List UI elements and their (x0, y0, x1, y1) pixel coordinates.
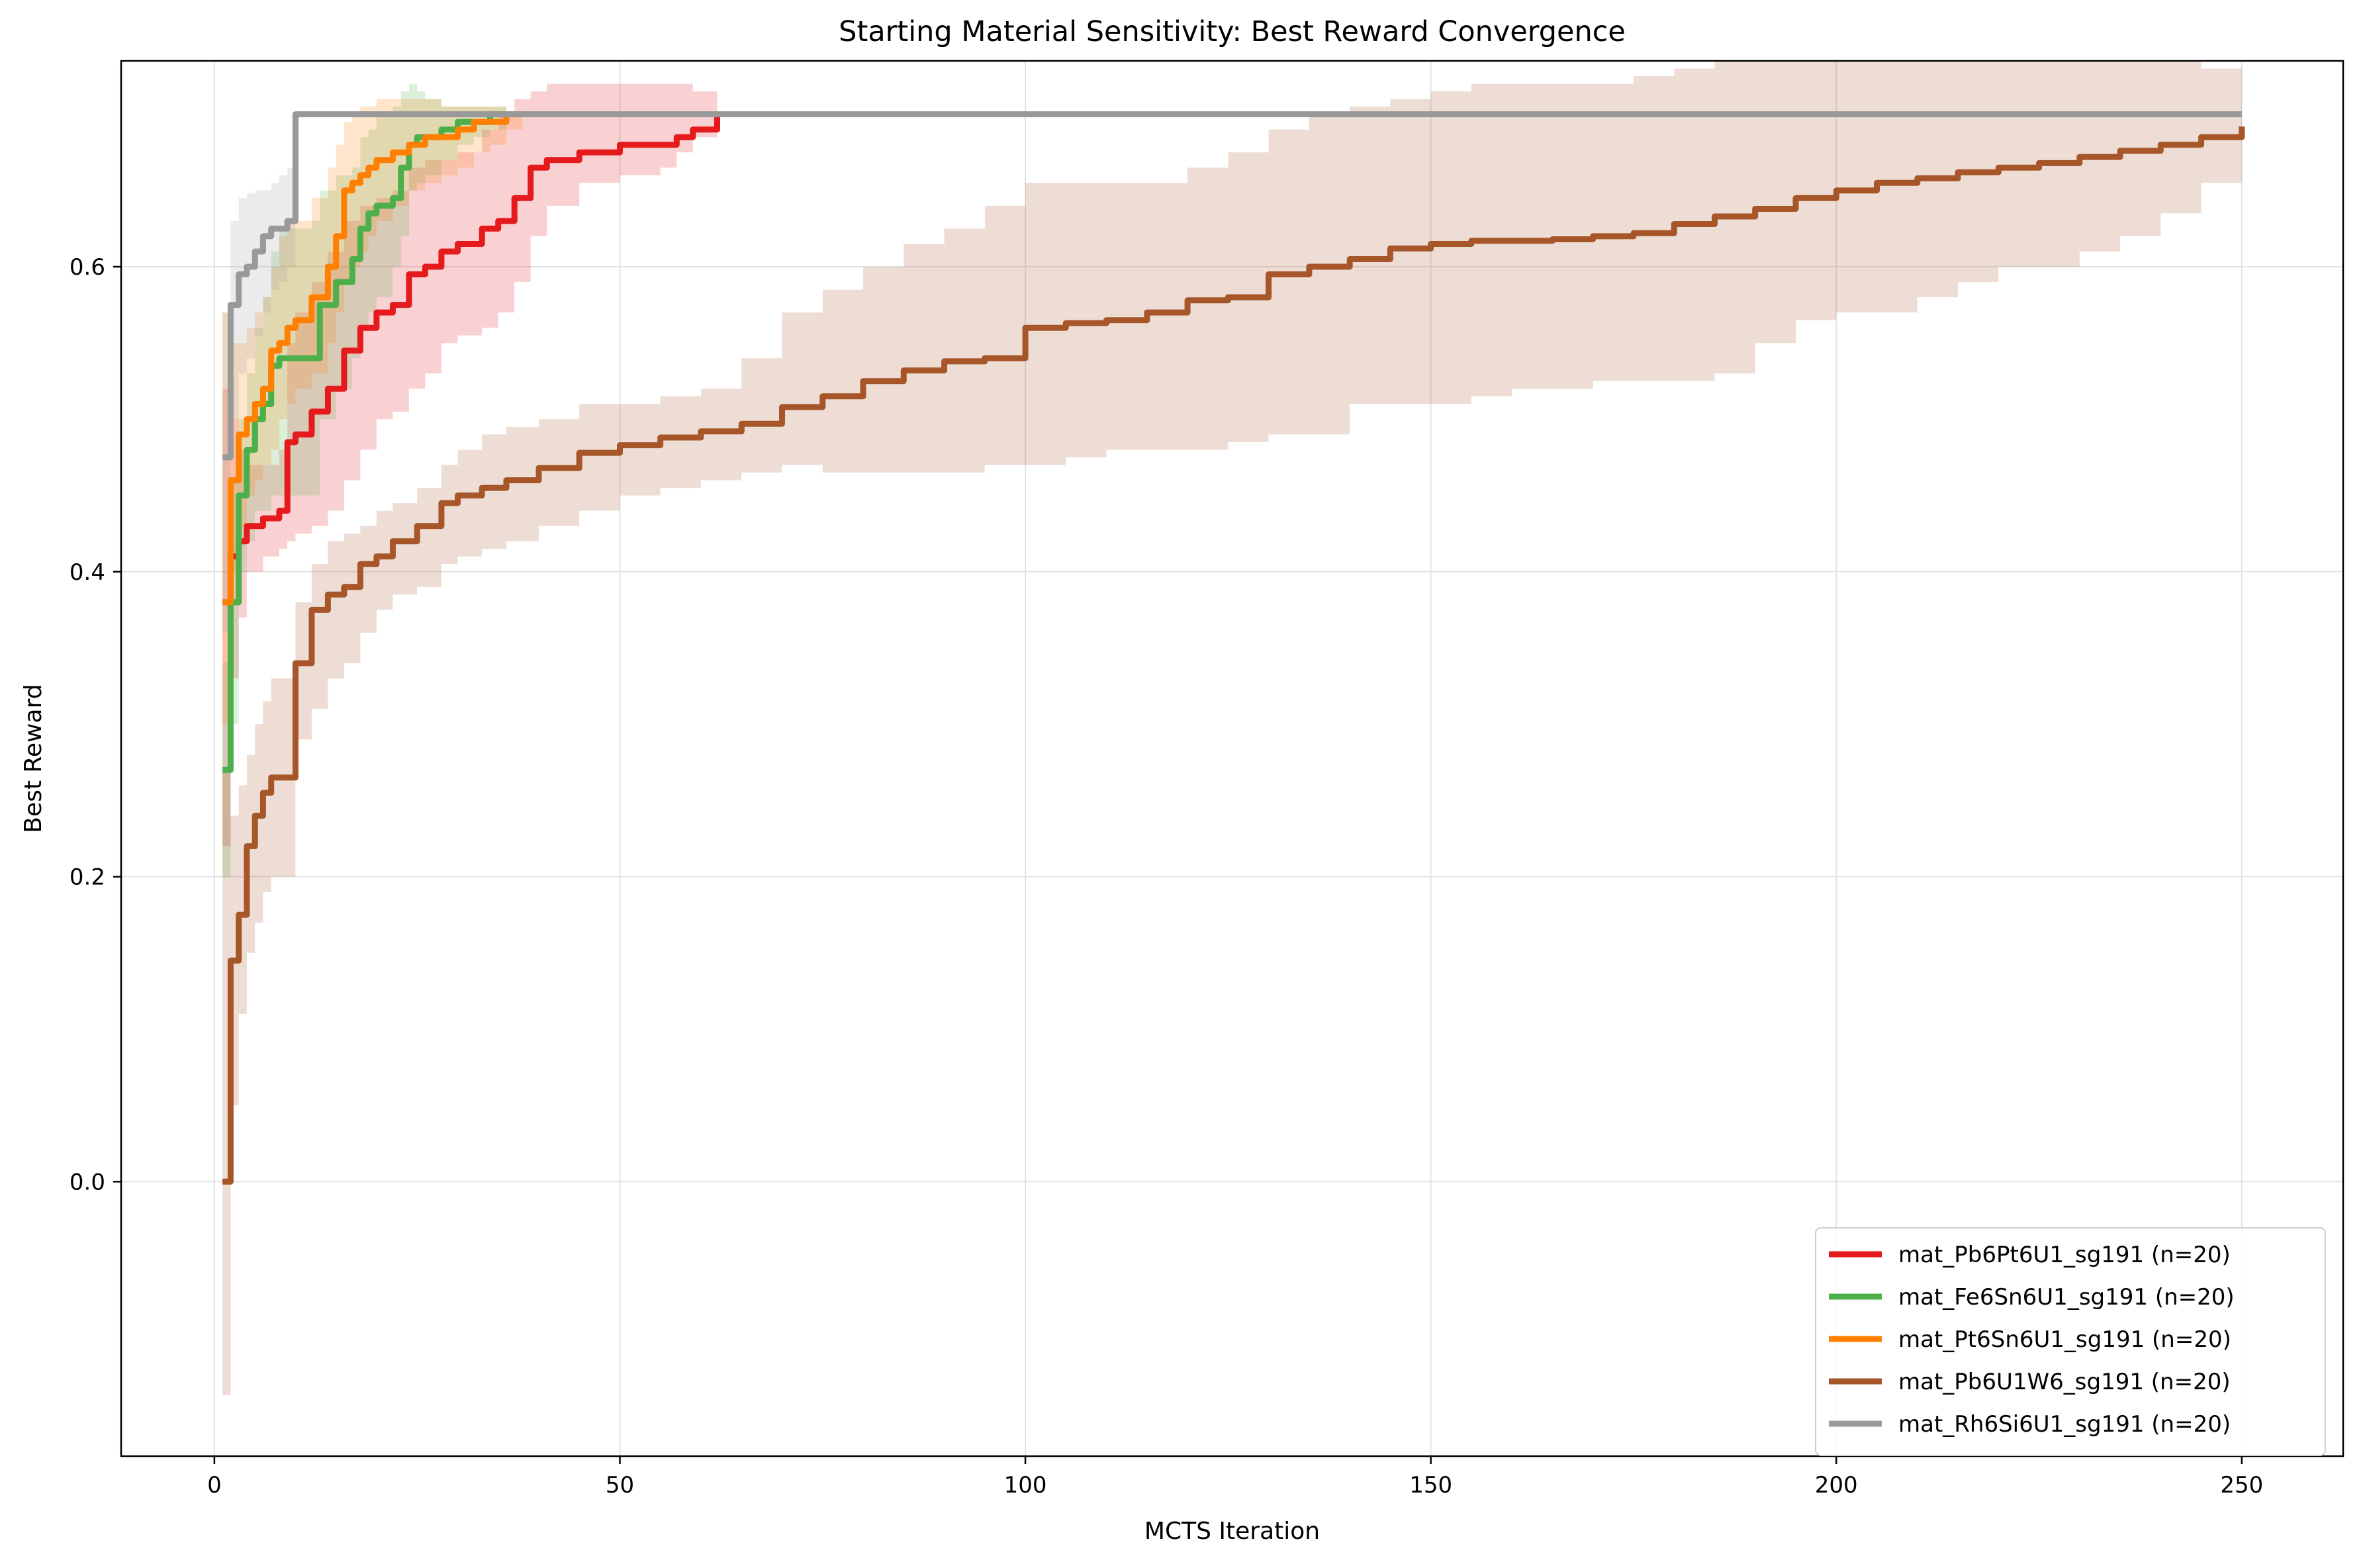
y-axis-label: Best Reward (20, 684, 47, 833)
legend-label: mat_Rh6Si6U1_sg191 (n=20) (1898, 1411, 2231, 1438)
legend-box (1815, 1227, 2326, 1456)
legend-label: mat_Pb6U1W6_sg191 (n=20) (1898, 1369, 2231, 1395)
series-line-3 (222, 111, 523, 606)
series-band-3 (222, 99, 523, 725)
legend: mat_Pb6Pt6U1_sg191 (n=20) mat_Fe6Sn6U1_sg… (1815, 1227, 2326, 1456)
y-tick-label: 0.0 (70, 1169, 105, 1195)
series-line-4 (222, 126, 2245, 1185)
x-tick-label: 250 (2220, 1472, 2263, 1499)
confidence-bands (222, 61, 2242, 1395)
series-band-2 (222, 83, 506, 877)
series-line-5 (222, 111, 2242, 461)
series-band-4 (222, 61, 2242, 1395)
chart-title: Starting Material Sensitivity: Best Rewa… (839, 15, 1626, 48)
x-tick-label: 0 (207, 1472, 222, 1499)
x-axis-label: MCTS Iteration (1144, 1518, 1320, 1545)
y-tick-label: 0.4 (70, 559, 105, 586)
series-line-1 (222, 114, 720, 606)
legend-label: mat_Fe6Sn6U1_sg191 (n=20) (1898, 1284, 2235, 1311)
y-tick-label: 0.6 (70, 254, 105, 281)
x-tick-label: 50 (606, 1472, 634, 1499)
x-tick-label: 150 (1409, 1472, 1452, 1499)
axis-ticks: 0 50 100 150 200 250 0.0 0.2 0.4 0.6 (70, 254, 2263, 1499)
mean-lines (222, 111, 2245, 1185)
legend-label: mat_Pb6Pt6U1_sg191 (n=20) (1898, 1242, 2231, 1268)
x-tick-label: 200 (1815, 1472, 1858, 1499)
plot-frame (120, 60, 2344, 1457)
grid (121, 61, 2343, 1456)
series-band-1 (222, 83, 718, 847)
legend-label: mat_Pt6Sn6U1_sg191 (n=20) (1898, 1326, 2231, 1353)
x-tick-label: 100 (1004, 1472, 1047, 1499)
y-tick-label: 0.2 (70, 864, 105, 891)
